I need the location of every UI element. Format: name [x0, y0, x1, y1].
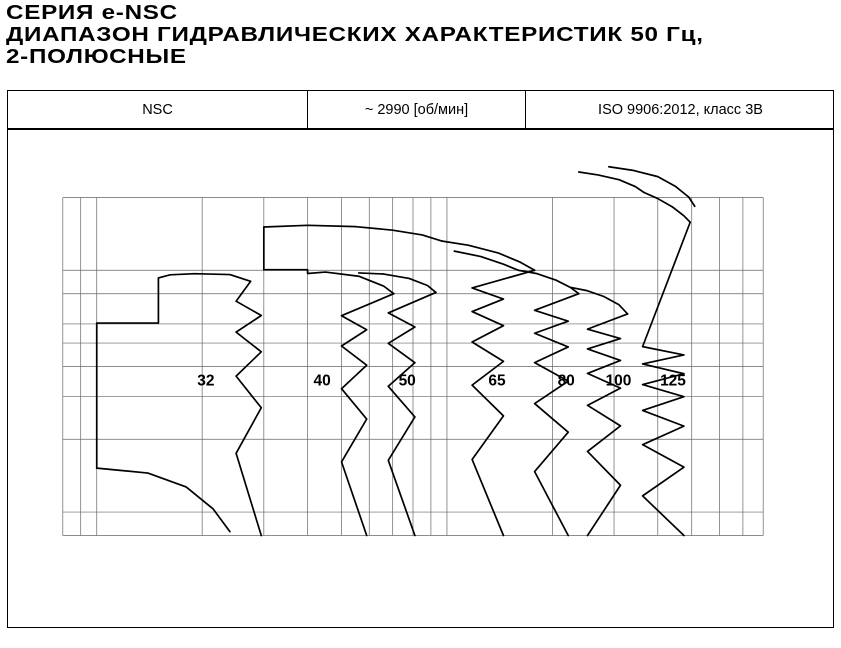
- svg-text:32: 32: [197, 373, 214, 390]
- svg-text:50: 50: [399, 373, 416, 390]
- svg-text:40: 40: [313, 373, 330, 390]
- svg-text:65: 65: [488, 373, 506, 390]
- svg-text:80: 80: [558, 373, 575, 390]
- svg-text:125: 125: [660, 373, 686, 390]
- svg-text:100: 100: [606, 373, 632, 390]
